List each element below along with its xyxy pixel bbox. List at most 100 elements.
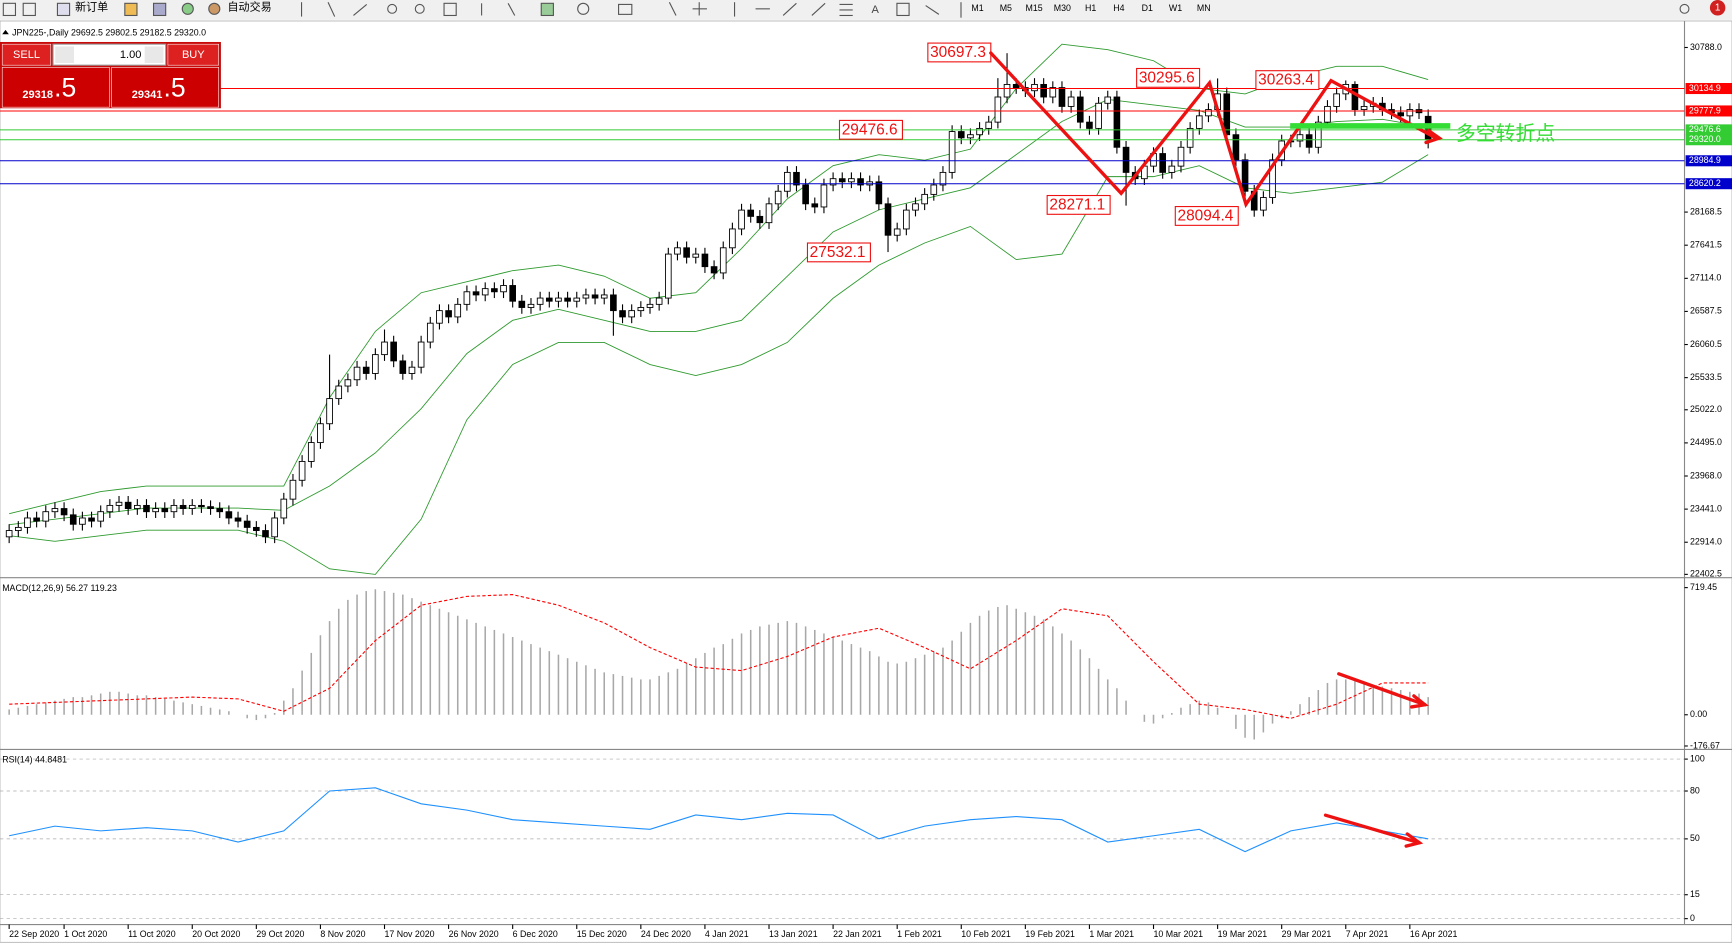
- candle-body: [307, 442, 315, 462]
- candle-body: [1177, 146, 1185, 167]
- candle-body: [69, 514, 77, 525]
- ask-pips: .5: [163, 72, 185, 102]
- notification-badge[interactable]: [1709, 0, 1726, 16]
- candle-body: [692, 253, 700, 258]
- candle-body: [463, 291, 471, 305]
- price-callout-box: [838, 119, 904, 140]
- candle-body: [335, 385, 343, 400]
- timeframe-button[interactable]: M5: [1000, 3, 1012, 13]
- candle-body: [198, 504, 205, 508]
- rsi-line: [9, 787, 1429, 853]
- candle-body: [445, 310, 452, 318]
- candle-body: [298, 460, 306, 481]
- bid-box[interactable]: [1, 67, 110, 108]
- y-tick-label: 26587.5: [1690, 306, 1722, 316]
- timeframe-button[interactable]: M1: [971, 3, 983, 13]
- arrow-head: [1410, 694, 1429, 709]
- y-tick-label: 100: [1690, 753, 1705, 763]
- timeframe-button[interactable]: D1: [1142, 3, 1153, 13]
- lot-up[interactable]: [144, 46, 164, 63]
- candle-body: [555, 297, 562, 302]
- candle-body: [912, 203, 919, 211]
- plots: 30788.0 28168.5 27641.5 27114.0 26587.5 26060…: [0, 42, 1732, 939]
- candle-body: [1397, 112, 1405, 117]
- candle-body: [88, 517, 95, 522]
- x-tick-label: 29 Oct 2020: [256, 929, 304, 939]
- candle-body: [1314, 121, 1322, 148]
- y-tick-label: 28168.5: [1690, 206, 1722, 216]
- x-tick-label: 19 Mar 2021: [1218, 929, 1268, 939]
- y-tick-label: 24495.0: [1690, 437, 1722, 447]
- x-tick-label: 1 Feb 2021: [897, 929, 942, 939]
- candle-body: [317, 423, 324, 444]
- sell-button[interactable]: [1, 43, 52, 66]
- text-tool[interactable]: A: [872, 4, 880, 16]
- candle-body: [1333, 93, 1340, 107]
- toolbar-icons: [2, 1, 1690, 18]
- candle-body: [399, 360, 407, 374]
- candle-body: [875, 181, 883, 205]
- zigzag-line: [989, 51, 1438, 209]
- level-tag-label: 29777.9: [1689, 105, 1721, 115]
- candle-body: [793, 171, 800, 186]
- candle-body: [1076, 96, 1084, 123]
- bid-pips: .5: [54, 72, 76, 102]
- candle-body: [271, 517, 278, 538]
- candle-body: [610, 294, 617, 312]
- candle-body: [417, 341, 425, 368]
- timeframe-button[interactable]: H4: [1113, 3, 1124, 13]
- candle-body: [362, 366, 370, 374]
- new-order-button[interactable]: 新订单: [75, 0, 108, 14]
- x-tick-label: 8 Nov 2020: [320, 929, 365, 939]
- ask-box[interactable]: [111, 67, 219, 108]
- lot-field[interactable]: [52, 43, 167, 66]
- timeframe-group: M1 M5 M15 M30 H1 H4 D1 W1 MN: [971, 3, 1210, 13]
- x-tick-label: 7 Apr 2021: [1346, 929, 1389, 939]
- candle-body: [51, 508, 59, 513]
- candle-body: [1058, 87, 1066, 107]
- x-tick-label: 4 Jan 2021: [705, 929, 749, 939]
- lot-down[interactable]: [55, 46, 75, 63]
- timeframe-button[interactable]: MN: [1197, 3, 1211, 13]
- timeframe-button[interactable]: M15: [1026, 3, 1043, 13]
- price-callout: 28094.4: [1177, 208, 1233, 225]
- timeframe-button[interactable]: M30: [1054, 3, 1071, 13]
- candle-body: [390, 341, 397, 362]
- level-tag: [1685, 178, 1732, 190]
- candle-body: [1269, 159, 1276, 198]
- candle-body: [216, 508, 224, 513]
- x-tick-label: 29 Mar 2021: [1282, 929, 1332, 939]
- candle-body: [683, 247, 690, 258]
- candle-body: [33, 517, 40, 522]
- level-tag: [1685, 105, 1732, 117]
- candle-body: [710, 266, 718, 274]
- candle-body: [948, 131, 956, 173]
- candle-body: [234, 517, 242, 522]
- timeframe-button[interactable]: W1: [1169, 3, 1182, 13]
- x-tick-label: 16 Apr 2021: [1410, 929, 1458, 939]
- y-tick-label: 27114.0: [1690, 273, 1721, 283]
- auto-trading-button[interactable]: 自动交易: [228, 0, 272, 14]
- candle-body: [24, 517, 31, 528]
- candle-body: [820, 184, 828, 208]
- x-tick-label: 6 Dec 2020: [513, 929, 558, 939]
- y-tick-label: 23968.0: [1690, 470, 1722, 480]
- buy-button[interactable]: [167, 43, 219, 66]
- candle-body: [42, 511, 50, 522]
- candle-body: [243, 520, 251, 528]
- candle-body: [1305, 134, 1313, 148]
- candle-body: [747, 209, 755, 217]
- x-tick-label: 22 Jan 2021: [833, 929, 882, 939]
- candle-body: [381, 341, 388, 356]
- candle-body: [829, 178, 837, 186]
- level-tag-label: 29476.6: [1689, 124, 1721, 134]
- candle-body: [921, 193, 928, 205]
- y-tick-label: 50: [1690, 833, 1700, 843]
- candle-body: [1003, 83, 1011, 98]
- candle-body: [527, 303, 535, 308]
- lot-value: 1.00: [120, 49, 141, 61]
- candle-body: [967, 134, 974, 139]
- timeframe-button[interactable]: H1: [1085, 3, 1096, 13]
- candle-body: [838, 178, 846, 183]
- candle-body: [1205, 109, 1212, 117]
